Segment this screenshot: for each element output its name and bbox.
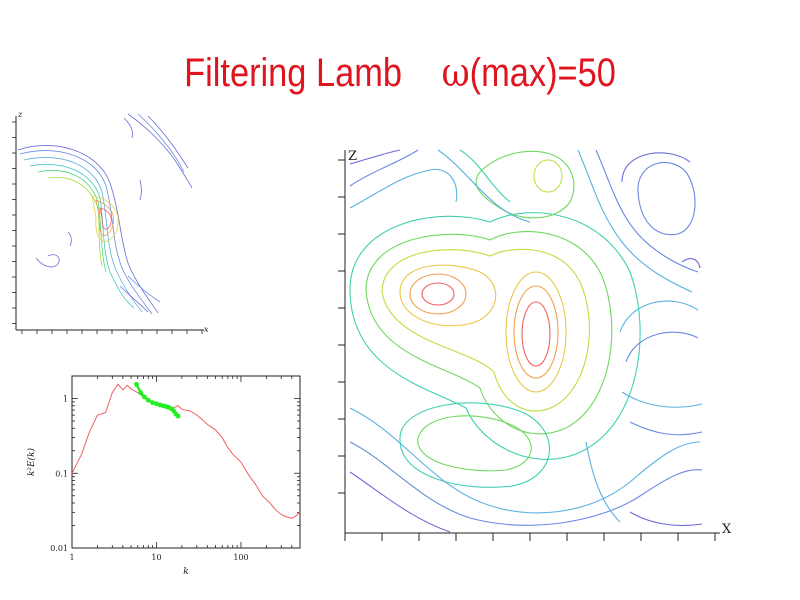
title-rest: (max)=50 <box>469 51 616 95</box>
swirl-contour <box>19 150 153 315</box>
contour-line <box>421 282 455 306</box>
spectrum-x-label: k <box>183 567 188 577</box>
slide-title: Filtering Lamb ω(max)=50 <box>56 50 744 96</box>
swirl-contour <box>29 164 135 309</box>
swirl-contour <box>17 145 159 314</box>
title-main: Filtering Lamb <box>184 51 403 95</box>
contour-line <box>349 441 703 526</box>
spectrum-y-tick-label: 1 <box>63 395 68 404</box>
swirl-contour <box>35 254 60 268</box>
swirl-axes: z x <box>12 110 209 334</box>
contour-line <box>585 441 621 523</box>
swirl-contour <box>67 231 72 247</box>
spectrum-series <box>71 381 301 519</box>
swirl-x-label: x <box>204 325 209 334</box>
contour-line <box>349 471 451 533</box>
contour-line <box>621 152 691 183</box>
swirl-contour <box>37 170 107 273</box>
spectrum-chart: 1 10 100 0.01 0.1 1 k k²E(k) <box>26 375 301 577</box>
contour-line <box>625 331 699 363</box>
contour-line <box>577 149 693 293</box>
contour-line <box>417 415 532 472</box>
spectrum-point <box>138 390 144 395</box>
spectrum-series-line <box>71 383 301 519</box>
contour-line <box>681 258 701 269</box>
spectrum-x-tick-label: 1 <box>69 553 74 562</box>
contour-line <box>349 168 458 209</box>
contour-line <box>349 149 419 187</box>
swirl-contour <box>23 157 143 313</box>
contour-line <box>459 149 511 203</box>
contour-line <box>349 149 401 165</box>
spectrum-point <box>134 381 139 387</box>
contour-line <box>513 285 559 379</box>
spectrum-point <box>142 394 147 400</box>
contour-line <box>533 159 563 193</box>
contour-line <box>521 301 551 367</box>
contour-line <box>365 231 613 435</box>
contour-axes: Z X <box>338 149 732 541</box>
contour-line <box>595 149 699 273</box>
contour-line <box>621 391 703 408</box>
spectrum-y-tick-label: 0.1 <box>55 469 68 478</box>
spectrum-point <box>145 397 151 403</box>
swirl-z-label: z <box>17 110 23 119</box>
contour-line <box>619 300 699 333</box>
vorticity-contour-plot: Z X <box>338 149 732 541</box>
omega-symbol: ω <box>441 50 470 96</box>
contour-line <box>629 421 703 436</box>
contour-line <box>409 273 467 315</box>
contour-line <box>349 212 641 460</box>
swirl-contour <box>119 285 149 313</box>
swirl-contour <box>91 195 119 242</box>
spectrum-x-tick-label: 100 <box>233 553 248 562</box>
spectrum-y-tick-label: 0.01 <box>50 544 68 553</box>
swirl-contour <box>47 176 103 267</box>
contour-line <box>629 511 703 527</box>
swirl-contour <box>137 113 185 173</box>
contour-z-label: Z <box>348 149 357 164</box>
swirl-ticks <box>12 121 203 334</box>
contour-ticks <box>338 159 716 541</box>
swirl-contour-plot: z x <box>12 110 209 334</box>
swirl-contour <box>95 199 114 236</box>
swirl-contour <box>147 115 189 169</box>
spectrum-tick-labels: 1 10 100 0.01 0.1 1 <box>50 395 248 562</box>
contour-line <box>505 271 567 393</box>
spectrum-point <box>150 400 156 406</box>
spectrum-point <box>175 413 181 419</box>
contour-line <box>381 248 590 412</box>
swirl-contour <box>139 179 142 201</box>
spectrum-frame <box>71 375 301 549</box>
contour-lines <box>349 149 703 533</box>
spectrum-x-tick-label: 10 <box>151 553 161 562</box>
contour-line <box>349 407 701 514</box>
contour-x-label: X <box>722 522 732 537</box>
contour-line <box>399 402 550 488</box>
spectrum-y-label: k²E(k) <box>26 447 37 476</box>
swirl-contours <box>17 113 193 315</box>
contour-line <box>437 149 531 223</box>
contour-line <box>637 162 696 236</box>
spectrum-ticks <box>71 375 301 549</box>
swirl-contour <box>99 207 112 230</box>
swirl-contour <box>123 117 133 139</box>
contour-line <box>475 150 575 219</box>
swirl-contour <box>127 113 193 189</box>
contour-line <box>399 264 497 327</box>
swirl-contour <box>127 275 161 303</box>
